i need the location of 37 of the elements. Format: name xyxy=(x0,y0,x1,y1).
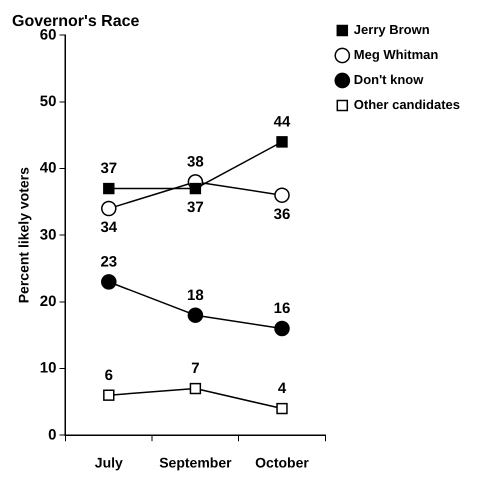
legend-label: Other candidates xyxy=(354,97,460,112)
data-label: 16 xyxy=(274,300,290,318)
point xyxy=(103,182,114,194)
point xyxy=(276,136,288,148)
point xyxy=(276,402,288,414)
legend-label: Don't know xyxy=(354,72,424,88)
x-tick-label: July xyxy=(94,454,124,470)
data-label: 4 xyxy=(278,380,287,398)
y-tick-label: 20 xyxy=(40,293,56,310)
y-tick-label: 0 xyxy=(48,426,56,444)
y-tick-label: 10 xyxy=(40,360,56,377)
legend-label: Jerry Brown xyxy=(354,22,430,38)
point xyxy=(190,182,202,194)
y-tick-label: 40 xyxy=(40,160,56,177)
data-label: 7 xyxy=(191,360,200,378)
data-label: 18 xyxy=(187,286,204,304)
data-label: 23 xyxy=(100,254,118,271)
data-label: 6 xyxy=(104,366,113,384)
point xyxy=(274,320,290,336)
y-tick-label: 50 xyxy=(40,93,56,110)
y-tick-label: 30 xyxy=(40,226,56,244)
point xyxy=(101,200,117,216)
point xyxy=(274,187,290,203)
data-label: 44 xyxy=(274,114,291,131)
data-label: 38 xyxy=(187,154,204,171)
data-label: 37 xyxy=(187,199,204,216)
data-label: 34 xyxy=(100,219,118,236)
point xyxy=(188,307,204,323)
point xyxy=(190,382,202,394)
x-tick-label: September xyxy=(159,454,232,470)
y-axis-title: Percent likely voters xyxy=(15,166,32,304)
point xyxy=(103,390,114,401)
data-label: 36 xyxy=(274,206,290,223)
point xyxy=(101,274,117,290)
x-tick-label: October xyxy=(255,454,310,470)
data-label: 37 xyxy=(100,160,118,178)
legend-label: Meg Whitman xyxy=(354,47,438,62)
